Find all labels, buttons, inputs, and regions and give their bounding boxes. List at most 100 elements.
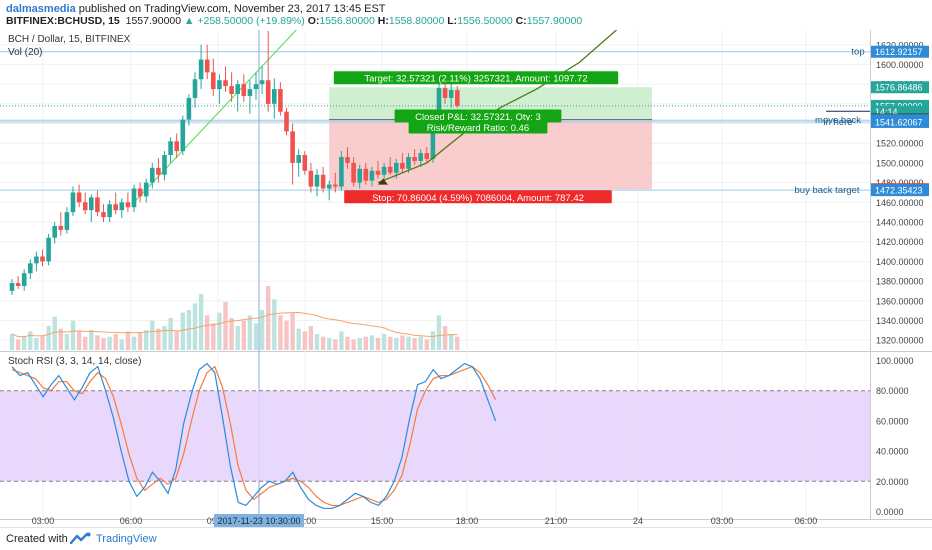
candle-body — [278, 89, 283, 112]
volume-bar — [406, 336, 411, 350]
rsi-tick-label: 80.0000 — [876, 386, 909, 396]
candle-body — [320, 174, 326, 189]
volume-bar — [198, 294, 204, 350]
candle — [58, 212, 64, 236]
candle-body — [253, 84, 259, 90]
candle — [406, 153, 411, 173]
price-tick-label: 1620.00000 — [876, 40, 924, 50]
volume-bar — [131, 336, 137, 350]
candle-body — [192, 79, 198, 98]
volume-bar — [320, 336, 326, 350]
candle-body — [119, 202, 125, 211]
candle-body — [89, 197, 94, 211]
candle-body — [418, 153, 423, 161]
candle — [339, 151, 344, 191]
volume-bar — [64, 334, 70, 350]
candle — [412, 149, 417, 165]
author-link[interactable]: dalmasmedia — [6, 3, 76, 15]
volume-bar — [400, 335, 405, 350]
volume-bar — [333, 339, 338, 350]
candle — [143, 178, 149, 203]
candle — [15, 276, 21, 289]
candle — [247, 80, 253, 114]
volume-bar — [436, 315, 442, 350]
volume-bar — [351, 339, 356, 350]
low-value: 1556.50000 — [457, 15, 513, 27]
candle-body — [125, 202, 131, 208]
candle — [162, 151, 167, 181]
candle-body — [198, 59, 204, 80]
candle — [290, 123, 295, 185]
candle — [217, 74, 222, 104]
candle-body — [381, 166, 387, 175]
candle-body — [82, 202, 88, 211]
candle — [265, 30, 271, 112]
volume-bar — [229, 318, 234, 350]
candle — [235, 80, 240, 112]
candle-body — [113, 204, 118, 211]
candle — [46, 233, 51, 266]
volume-bar — [119, 339, 124, 350]
volume-bar — [28, 331, 33, 350]
rsi-k-line — [11, 362, 497, 510]
volume-bar — [186, 310, 192, 350]
candle — [76, 184, 82, 208]
volume-bar — [168, 318, 173, 350]
candle — [101, 204, 106, 222]
volume-bar — [418, 336, 423, 350]
volume-bar — [52, 316, 57, 350]
symbol-label: BITFINEX:BCHUSD, 15 — [6, 15, 120, 27]
candle-body — [9, 283, 15, 291]
price-axis-label-bg — [871, 81, 929, 94]
candle — [357, 164, 362, 189]
volume-bar — [180, 312, 185, 350]
ohlc-line: BITFINEX:BCHUSD, 15 1557.90000 ▲ +258.50… — [6, 15, 582, 27]
candle-body — [217, 80, 222, 90]
price-axis-label-text: 1541.62067 — [875, 117, 923, 127]
candle — [308, 162, 314, 193]
candle-body — [46, 237, 51, 262]
candle — [131, 184, 137, 213]
candle-body — [107, 204, 112, 218]
volume-bar — [83, 336, 88, 350]
volume-bar — [15, 339, 21, 350]
volume-bar — [412, 338, 417, 350]
target-label-bg — [333, 71, 619, 85]
volume-bar — [40, 335, 45, 350]
volume-bar — [247, 315, 253, 350]
price-tick-label: 1400.00000 — [876, 257, 924, 267]
time-tick-label: 12:00 — [294, 516, 317, 526]
price-axis-label-text: 1576.86486 — [875, 83, 923, 93]
candle-body — [326, 184, 332, 189]
tradingview-link[interactable]: TradingView — [96, 533, 157, 545]
chart-canvas[interactable]: 1620.000001600.000001580.000001560.00000… — [0, 30, 932, 527]
price-axis-label-text: 1472.35423 — [875, 186, 923, 196]
candle — [442, 82, 448, 104]
candle-body — [34, 256, 39, 264]
created-with-text: Created with — [6, 533, 68, 545]
candle-body — [296, 155, 301, 163]
candle — [314, 168, 320, 197]
candle-body — [21, 273, 27, 286]
publish-line: dalmasmedia published on TradingView.com… — [6, 3, 386, 15]
candle — [284, 107, 289, 136]
candle-body — [265, 80, 271, 104]
candle — [70, 186, 76, 217]
open-value: 1556.80000 — [319, 15, 375, 27]
candle-body — [406, 157, 411, 169]
candle — [369, 166, 375, 187]
candle — [363, 162, 369, 185]
close-value: 1557.90000 — [526, 15, 583, 27]
volume-bar — [345, 336, 350, 350]
candle — [9, 279, 15, 295]
candle — [119, 198, 125, 219]
candle-body — [28, 263, 33, 274]
volume-bar — [223, 302, 228, 350]
candle-body — [162, 155, 167, 175]
candle — [272, 78, 277, 119]
candle — [82, 192, 88, 215]
volume-bar — [339, 331, 344, 350]
candle-body — [387, 166, 393, 173]
volume-bar — [217, 312, 222, 350]
risk-reward-label: Risk/Reward Ratio: 0.46 — [408, 120, 548, 134]
